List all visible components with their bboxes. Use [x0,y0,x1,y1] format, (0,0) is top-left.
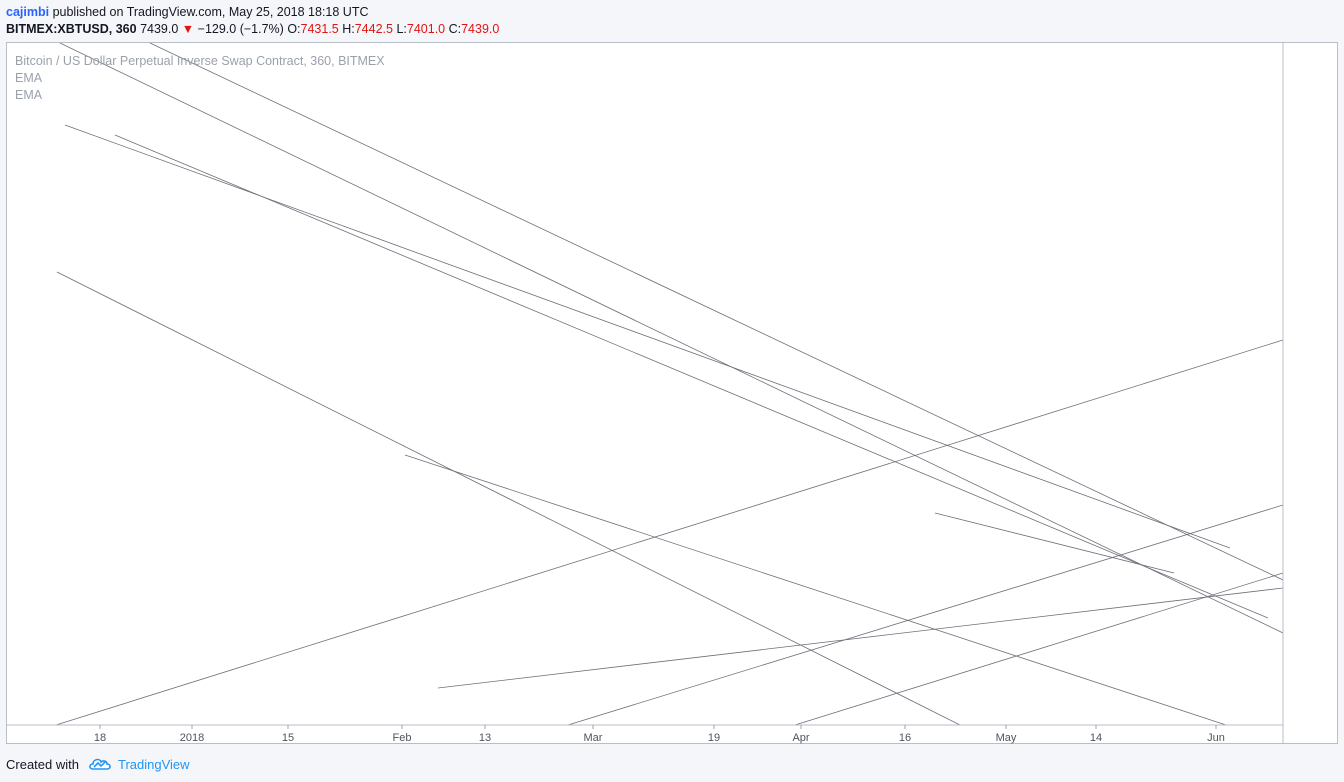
trend-line [794,572,1283,725]
trend-line [149,43,1283,581]
chart-legend: Bitcoin / US Dollar Perpetual Inverse Sw… [15,53,385,104]
trend-line [114,134,1269,619]
time-axis[interactable]: 18 2018 15 Feb 13 Mar 19 Apr 16 May 14 Jun [94,725,1225,744]
trend-lines [55,43,1283,725]
open-label: O: [287,22,301,36]
ohlc-line: BITMEX:XBTUSD, 360 7439.0 ▼ −129.0 (−1.7… [6,22,499,36]
close-value: 7439.0 [461,22,500,36]
footer-bar: Created with TradingView [0,746,1344,782]
change-value: −129.0 (−1.7%) [197,22,284,36]
author-link[interactable]: cajimbi [6,5,50,19]
x-tick-label: 16 [899,732,911,744]
low-value: 7401.0 [406,22,446,36]
low-label: L: [396,22,407,36]
last-price: 7439.0 [140,22,179,36]
high-label: H: [342,22,355,36]
trend-line [437,587,1283,689]
trend-line [567,504,1283,725]
x-tick-label: Feb [393,732,412,744]
symbol-label: BITMEX:XBTUSD, 360 [6,22,137,36]
open-value: 7431.5 [300,22,339,36]
trend-line [59,43,1283,634]
x-tick-label: Apr [792,732,809,744]
trend-line [404,454,1227,725]
published-text: published on TradingView.com, May 25, 20… [52,5,369,19]
tradingview-cloud-icon[interactable] [88,755,112,771]
legend-title: Bitcoin / US Dollar Perpetual Inverse Sw… [15,54,385,68]
x-tick-label: 14 [1090,732,1102,744]
x-tick-label: 19 [708,732,720,744]
tradingview-link[interactable]: TradingView [118,757,190,772]
x-tick-label: 18 [94,732,106,744]
trend-line [934,512,1175,574]
x-tick-label: 2018 [180,732,204,744]
x-tick-label: Jun [1207,732,1225,744]
close-label: C: [448,22,462,36]
legend-ema-1[interactable]: EMA [15,71,43,85]
header-bar: cajimbi published on TradingView.com, Ma… [0,0,1344,42]
x-tick-label: May [996,732,1017,744]
legend-ema-2[interactable]: EMA [15,88,43,102]
trend-line [64,124,1231,549]
x-tick-label: 13 [479,732,491,744]
high-value: 7442.5 [354,22,393,36]
trend-line [55,339,1283,725]
created-with-text: Created with [6,757,79,772]
trend-line [56,271,961,725]
down-triangle-icon: ▼ [181,22,195,36]
x-tick-label: Mar [584,732,603,744]
x-tick-label: 15 [282,732,294,744]
chart-pane[interactable] [6,42,1338,744]
publish-line: cajimbi published on TradingView.com, Ma… [6,5,369,19]
